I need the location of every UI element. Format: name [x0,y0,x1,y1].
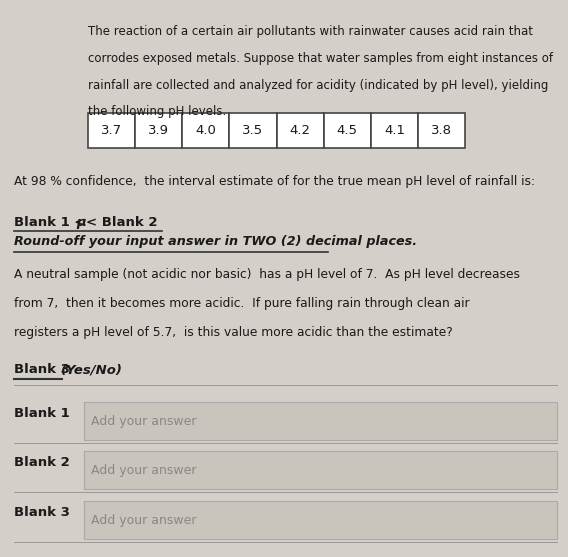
Text: Blank 3: Blank 3 [14,363,75,376]
Text: 4.5: 4.5 [337,124,358,137]
Bar [88,113,135,148]
Text: 4.2: 4.2 [290,124,311,137]
Text: Add your answer: Add your answer [91,414,197,428]
Text: Add your answer: Add your answer [91,514,197,527]
Text: A neutral sample (not acidic nor basic)  has a pH level of 7.  As pH level decre: A neutral sample (not acidic nor basic) … [14,268,520,281]
Bar [229,113,277,148]
Text: 3.5: 3.5 [243,124,264,137]
Text: The reaction of a certain air pollutants with rainwater causes acid rain that: The reaction of a certain air pollutants… [88,25,533,38]
Text: 3.8: 3.8 [431,124,452,137]
Bar [84,501,557,539]
Text: Blank 1 <: Blank 1 < [14,216,86,228]
Text: μ: μ [77,216,86,228]
Text: corrodes exposed metals. Suppose that water samples from eight instances of: corrodes exposed metals. Suppose that wa… [88,52,553,65]
Bar [135,113,182,148]
Bar [371,113,418,148]
Text: 4.1: 4.1 [384,124,405,137]
Text: the following pH levels.: the following pH levels. [88,105,226,118]
Bar [277,113,324,148]
Text: from 7,  then it becomes more acidic.  If pure falling rain through clean air: from 7, then it becomes more acidic. If … [14,297,470,310]
Text: At 98 % confidence,  the interval estimate of for the true mean pH level of rain: At 98 % confidence, the interval estimat… [14,175,535,188]
Bar [84,402,557,440]
Bar [418,113,465,148]
Text: Round-off your input answer in TWO (2) decimal places.: Round-off your input answer in TWO (2) d… [14,235,417,248]
Text: rainfall are collected and analyzed for acidity (indicated by pH level), yieldin: rainfall are collected and analyzed for … [88,79,549,91]
Text: Blank 1: Blank 1 [14,407,70,419]
Text: Blank 2: Blank 2 [14,456,70,468]
Text: 3.7: 3.7 [101,124,122,137]
Bar [84,451,557,489]
Text: 4.0: 4.0 [195,124,216,137]
Text: 3.9: 3.9 [148,124,169,137]
Text: < Blank 2: < Blank 2 [86,216,158,228]
Bar [324,113,371,148]
Text: registers a pH level of 5.7,  is this value more acidic than the estimate?: registers a pH level of 5.7, is this val… [14,326,453,339]
Text: (Yes/No): (Yes/No) [61,363,123,376]
Text: Add your answer: Add your answer [91,463,197,477]
Text: Blank 3: Blank 3 [14,506,70,519]
Bar [182,113,229,148]
